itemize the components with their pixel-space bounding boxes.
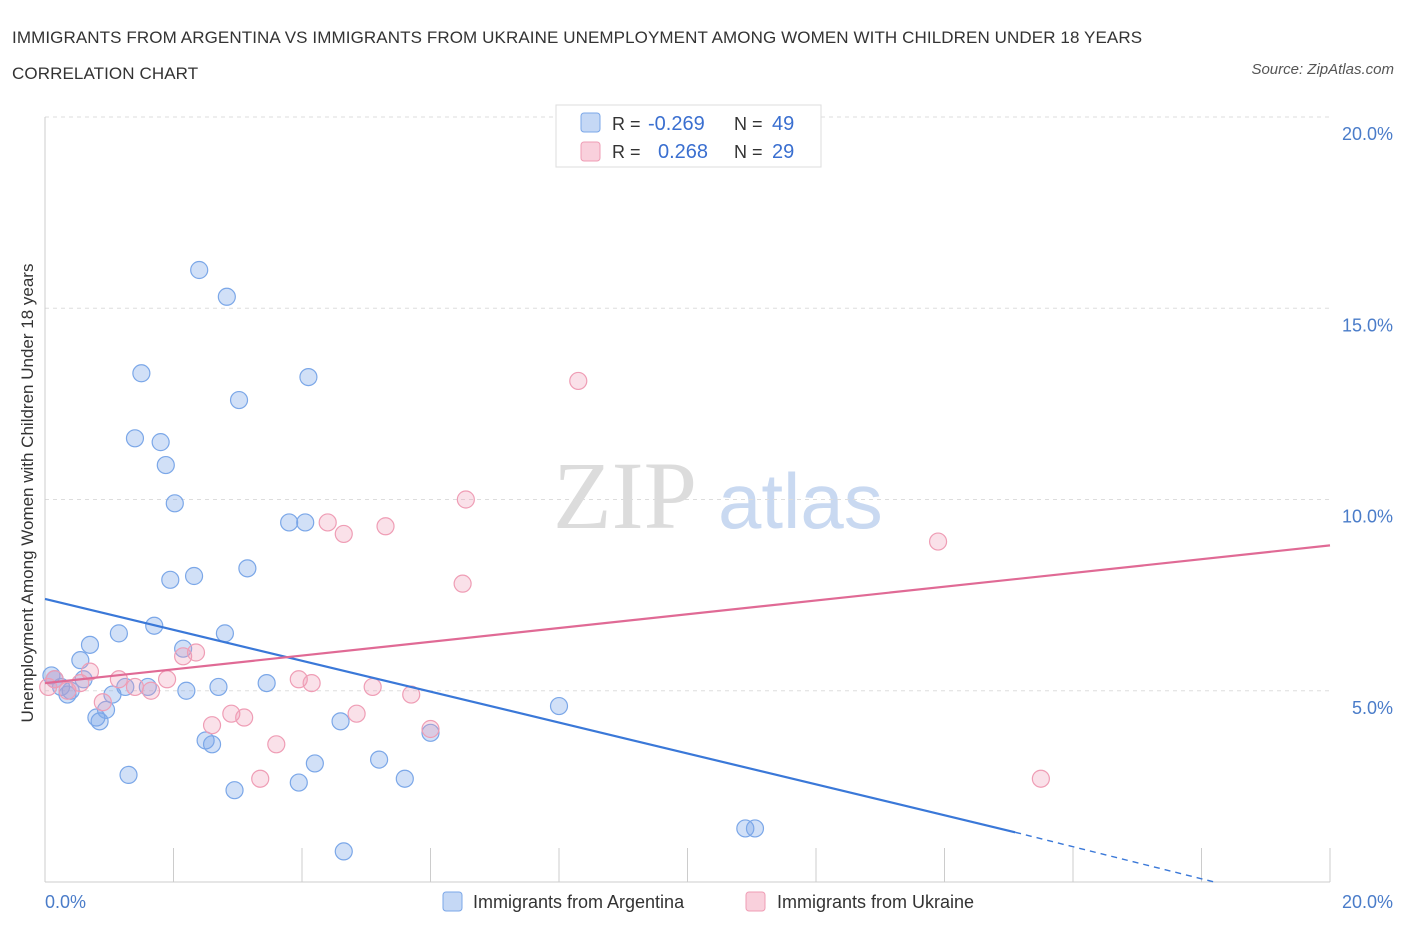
data-points xyxy=(39,260,1050,861)
argentina-point xyxy=(229,390,249,410)
ukraine-point xyxy=(569,371,588,391)
argentina-point xyxy=(395,769,414,788)
argentina-point xyxy=(331,712,350,731)
watermark-zip: ZIP xyxy=(553,442,697,549)
correlation-legend: R = -0.269 N = 49 R = 0.268 N = 29 xyxy=(555,104,822,168)
argentina-point xyxy=(217,287,236,306)
legend-swatch-ukraine xyxy=(580,141,601,162)
chart-title: IMMIGRANTS FROM ARGENTINA VS IMMIGRANTS … xyxy=(12,28,1143,83)
argentina-point xyxy=(334,842,353,861)
argentina-point xyxy=(289,773,308,792)
y-tick-label: 5.0% xyxy=(1352,698,1393,718)
argentina-point xyxy=(177,681,196,700)
argentina-point xyxy=(80,635,100,654)
argentina-point xyxy=(151,433,170,452)
argentina-point xyxy=(238,559,257,578)
legend-n-value-argentina: 49 xyxy=(772,113,794,135)
argentina-point xyxy=(296,513,315,532)
argentina-point xyxy=(745,819,765,838)
ukraine-point xyxy=(202,716,222,735)
y-tick-labels: 5.0% 10.0% 15.0% 20.0% xyxy=(1342,124,1393,718)
y-tick-label: 20.0% xyxy=(1342,124,1393,144)
series-legend-swatch-ukraine xyxy=(745,891,766,912)
ukraine-point xyxy=(334,524,353,544)
argentina-point xyxy=(190,260,209,280)
ukraine-point xyxy=(141,681,161,700)
argentina-point xyxy=(90,712,109,731)
x-tick-labels: 0.0% 20.0% xyxy=(45,892,1393,912)
argentina-point xyxy=(370,750,389,769)
legend-swatch-argentina xyxy=(580,112,601,133)
argentina-point xyxy=(215,624,234,643)
ukraine-point xyxy=(376,517,395,536)
source-label: Source: ZipAtlas.com xyxy=(1251,61,1394,78)
series-legend: Immigrants from Argentina Immigrants fro… xyxy=(442,891,974,912)
ukraine-point xyxy=(456,490,475,509)
legend-n-label-argentina: N = xyxy=(734,114,763,134)
ukraine-point xyxy=(251,769,270,788)
y-tick-label: 10.0% xyxy=(1342,507,1393,527)
series-legend-swatch-argentina xyxy=(442,891,463,912)
argentina-point xyxy=(132,364,151,383)
ukraine-point xyxy=(93,693,112,712)
ukraine-point xyxy=(347,704,366,723)
legend-r-value-ukraine: 0.268 xyxy=(658,141,708,163)
argentina-point xyxy=(119,765,138,785)
argentina-point xyxy=(125,429,145,448)
argentina-point xyxy=(225,781,244,800)
legend-r-value-argentina: -0.269 xyxy=(648,113,705,135)
ukraine-point xyxy=(421,719,440,739)
ukraine-point xyxy=(267,735,286,754)
axes xyxy=(44,117,1331,883)
argentina-point xyxy=(209,677,228,697)
argentina-point xyxy=(156,455,175,475)
x-tick-label: 0.0% xyxy=(45,892,86,912)
legend-r-label-argentina: R = xyxy=(612,114,641,134)
legend-r-label-ukraine: R = xyxy=(612,142,641,162)
argentina-point xyxy=(109,624,128,643)
ukraine-point xyxy=(109,670,128,689)
ukraine-point xyxy=(318,513,337,532)
argentina-point xyxy=(280,513,299,532)
argentina-point xyxy=(549,696,569,716)
legend-n-value-ukraine: 29 xyxy=(772,141,794,163)
legend-n-label-ukraine: N = xyxy=(734,142,763,162)
argentina-point xyxy=(184,566,204,586)
watermark-atlas: atlas xyxy=(718,457,883,545)
argentina-point xyxy=(299,368,318,387)
argentina-trend-line xyxy=(44,597,1016,834)
ukraine-trend-line xyxy=(44,544,1331,685)
ukraine-point xyxy=(363,677,382,697)
ukraine-point xyxy=(80,662,100,681)
argentina-point xyxy=(165,494,184,513)
argentina-trend-extension xyxy=(1015,831,1215,883)
ukraine-point xyxy=(186,643,206,662)
argentina-point xyxy=(305,754,324,773)
ukraine-point xyxy=(157,670,177,689)
ukraine-point xyxy=(125,677,145,697)
ukraine-point xyxy=(302,673,321,693)
ukraine-point xyxy=(453,574,472,593)
argentina-point xyxy=(736,819,755,838)
x-tick-label: 20.0% xyxy=(1342,892,1393,912)
argentina-point xyxy=(161,570,180,589)
series-legend-label-argentina: Immigrants from Argentina xyxy=(473,892,685,912)
trend-lines xyxy=(44,544,1331,883)
ukraine-point xyxy=(928,532,948,551)
ukraine-point xyxy=(235,708,254,727)
y-tick-label: 15.0% xyxy=(1342,315,1393,335)
argentina-point xyxy=(257,673,276,693)
argentina-point xyxy=(421,723,440,742)
ukraine-point xyxy=(1031,769,1050,788)
argentina-point xyxy=(202,735,222,754)
series-legend-label-ukraine: Immigrants from Ukraine xyxy=(777,892,974,912)
y-axis-title: Unemployment Among Women with Children U… xyxy=(18,264,37,723)
